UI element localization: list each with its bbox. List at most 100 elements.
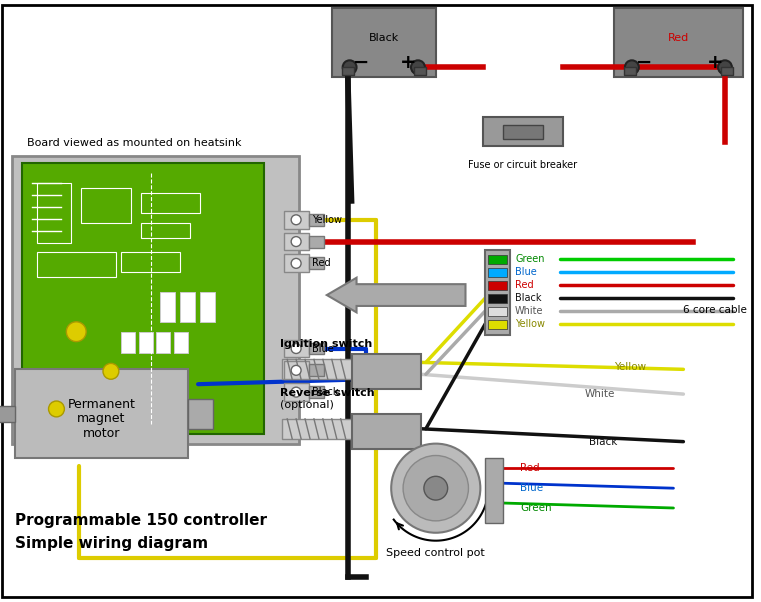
Bar [285,340,309,358]
Bar [285,255,309,272]
Text: Red: Red [520,464,540,473]
Text: Yellow: Yellow [614,362,646,373]
Bar [309,235,324,247]
Bar [161,292,175,322]
Bar [0,406,15,422]
Text: Blue: Blue [515,267,537,278]
Bar [200,292,215,322]
Text: −: − [353,53,370,72]
Circle shape [66,322,86,341]
Bar [22,163,264,433]
Text: Red: Red [515,280,533,290]
Circle shape [291,215,301,225]
FancyArrow shape [326,278,466,312]
Text: Yellow: Yellow [515,319,545,329]
Bar [309,258,324,269]
Text: Blue: Blue [312,344,334,353]
Circle shape [291,344,301,353]
Text: Black: Black [515,293,542,303]
Bar [614,8,743,77]
Bar [282,359,352,379]
Bar [157,332,170,353]
Bar [352,355,421,389]
Bar [285,361,309,379]
Circle shape [291,387,301,397]
Bar [332,8,436,77]
Circle shape [403,456,469,521]
Circle shape [625,60,638,74]
Bar [139,332,152,353]
Bar [121,332,135,353]
Circle shape [291,237,301,247]
Text: Black: Black [312,387,339,397]
Text: Black: Black [368,33,399,43]
Bar [188,399,213,429]
Text: Fuse or circuit breaker: Fuse or circuit breaker [468,160,578,170]
Text: Permanent: Permanent [68,397,135,411]
Bar [81,188,131,223]
Bar [489,268,507,278]
Bar [486,459,503,523]
Bar [141,193,200,213]
Text: Programmable 150 controller: Programmable 150 controller [15,513,267,528]
Circle shape [103,364,119,379]
Bar [285,211,309,229]
Text: −: − [635,53,652,72]
Text: White: White [584,389,615,399]
Bar [37,252,116,278]
Text: magnet: magnet [78,412,126,426]
Bar [121,252,180,272]
Text: Green: Green [520,503,552,513]
Text: motor: motor [83,427,120,440]
Text: White: White [515,306,543,316]
Text: Black: Black [589,436,618,447]
Bar [37,183,72,243]
Bar [489,294,507,303]
Bar [503,125,543,138]
Text: Blue: Blue [520,483,543,493]
Bar [483,117,562,146]
Circle shape [391,444,480,533]
Bar [489,281,507,290]
Text: +: + [400,53,416,72]
Text: Simple wiring diagram: Simple wiring diagram [15,536,208,551]
Bar [282,419,352,439]
Bar [414,67,426,75]
Text: Green: Green [515,255,545,264]
Bar [174,332,188,353]
Text: Board viewed as mounted on heatsink: Board viewed as mounted on heatsink [27,138,241,149]
Text: (optional): (optional) [280,400,334,410]
Circle shape [342,60,357,74]
Text: Yellow: Yellow [312,215,342,225]
Circle shape [411,60,425,74]
Bar [180,292,195,322]
Bar [309,364,324,376]
Bar [624,67,636,75]
Text: Red: Red [312,258,330,268]
Bar [141,223,190,238]
Text: Red: Red [668,33,689,43]
Bar [309,386,324,398]
Bar [309,214,324,226]
Circle shape [49,401,65,417]
Text: +: + [707,53,723,72]
Bar [15,370,188,459]
Bar [489,255,507,264]
Bar [12,157,299,444]
Circle shape [718,60,732,74]
Bar [721,67,733,75]
Text: Reverse switch: Reverse switch [280,388,375,398]
Bar [489,320,507,329]
Bar [309,343,324,355]
Bar [285,232,309,250]
Bar [352,414,421,448]
Bar [486,250,510,335]
Text: Ignition switch: Ignition switch [280,338,373,349]
Circle shape [291,365,301,375]
Circle shape [424,476,447,500]
Bar [342,67,354,75]
Text: 6 core cable: 6 core cable [683,305,747,315]
Bar [285,383,309,401]
Bar [489,307,507,316]
Text: Speed control pot: Speed control pot [387,548,486,557]
